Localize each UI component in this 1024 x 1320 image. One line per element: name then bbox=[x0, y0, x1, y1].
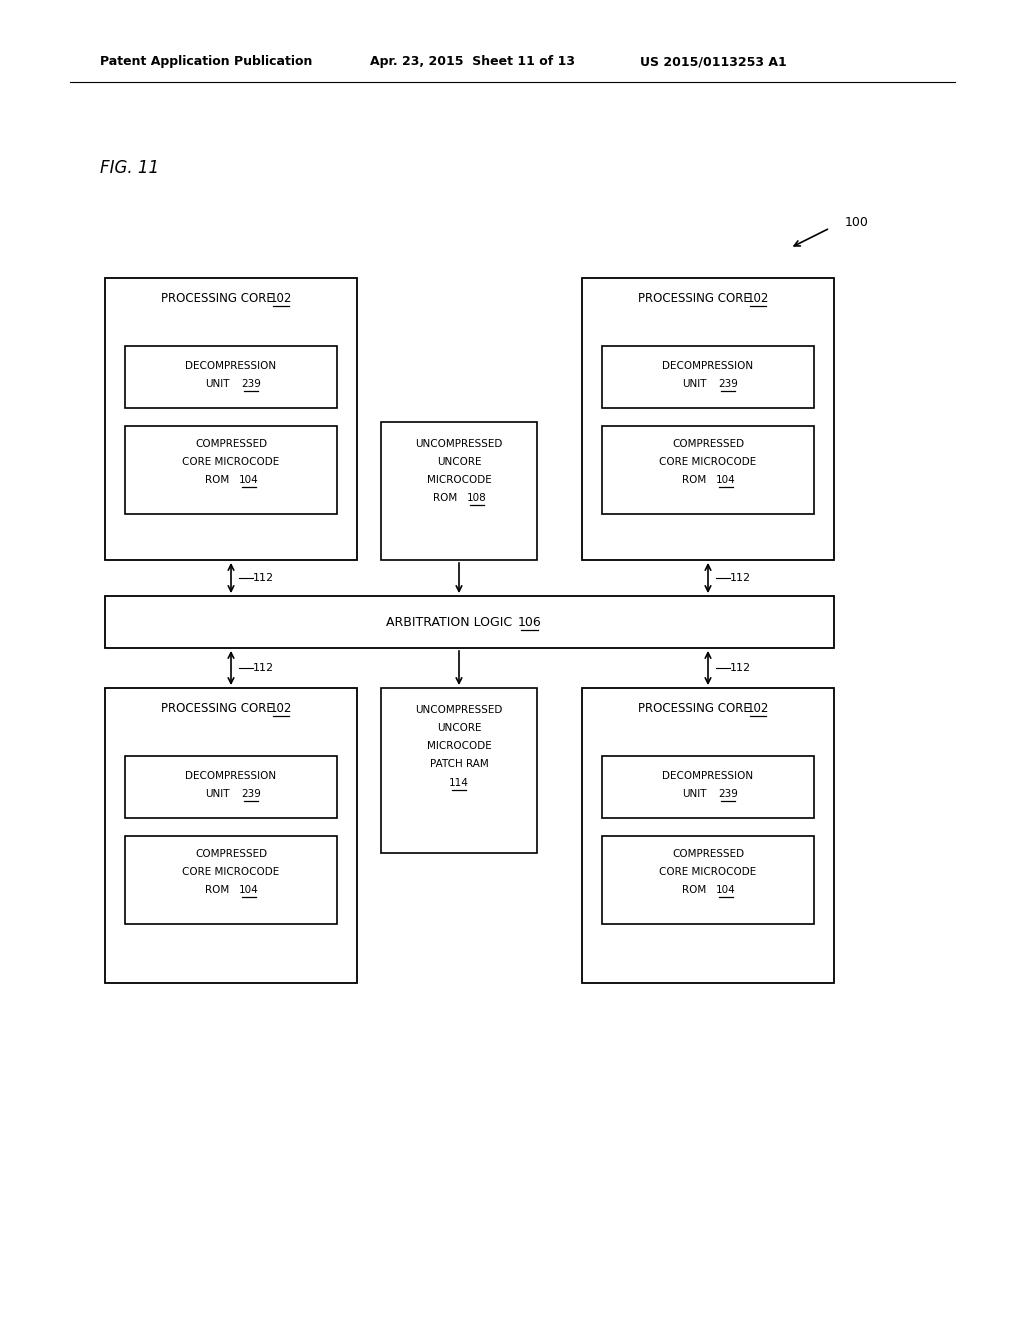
Bar bbox=[125, 836, 337, 924]
Text: ROM: ROM bbox=[205, 884, 229, 895]
Bar bbox=[125, 756, 337, 818]
Text: DECOMPRESSION: DECOMPRESSION bbox=[663, 360, 754, 371]
Bar bbox=[381, 688, 537, 853]
Text: ROM: ROM bbox=[682, 884, 707, 895]
Text: ARBITRATION LOGIC: ARBITRATION LOGIC bbox=[386, 615, 513, 628]
Text: PROCESSING CORE: PROCESSING CORE bbox=[161, 292, 273, 305]
Text: PATCH RAM: PATCH RAM bbox=[430, 759, 488, 770]
Text: 239: 239 bbox=[241, 379, 261, 389]
Text: PROCESSING CORE: PROCESSING CORE bbox=[638, 701, 751, 714]
Text: COMPRESSED: COMPRESSED bbox=[672, 440, 744, 449]
Text: 104: 104 bbox=[240, 475, 259, 484]
Text: CORE MICROCODE: CORE MICROCODE bbox=[659, 457, 757, 467]
Bar bbox=[602, 346, 814, 408]
Text: 108: 108 bbox=[467, 492, 486, 503]
Text: MICROCODE: MICROCODE bbox=[427, 741, 492, 751]
Text: UNIT: UNIT bbox=[682, 789, 707, 799]
Text: DECOMPRESSION: DECOMPRESSION bbox=[185, 771, 276, 781]
Text: 114: 114 bbox=[450, 777, 469, 788]
Text: 104: 104 bbox=[240, 884, 259, 895]
Text: UNIT: UNIT bbox=[205, 789, 229, 799]
Bar bbox=[105, 597, 834, 648]
Bar bbox=[602, 836, 814, 924]
Bar bbox=[582, 688, 834, 983]
Text: Patent Application Publication: Patent Application Publication bbox=[100, 55, 312, 69]
Text: 106: 106 bbox=[517, 615, 542, 628]
Text: 239: 239 bbox=[718, 379, 738, 389]
Text: ROM: ROM bbox=[433, 492, 457, 503]
Text: CORE MICROCODE: CORE MICROCODE bbox=[182, 867, 280, 876]
Text: 102: 102 bbox=[746, 292, 769, 305]
Bar bbox=[582, 279, 834, 560]
Text: 112: 112 bbox=[730, 663, 752, 673]
Text: UNCOMPRESSED: UNCOMPRESSED bbox=[416, 705, 503, 715]
Text: MICROCODE: MICROCODE bbox=[427, 475, 492, 484]
Text: 102: 102 bbox=[269, 292, 292, 305]
Text: DECOMPRESSION: DECOMPRESSION bbox=[663, 771, 754, 781]
Text: 239: 239 bbox=[241, 789, 261, 799]
Text: UNCORE: UNCORE bbox=[437, 723, 481, 733]
Text: 104: 104 bbox=[716, 884, 736, 895]
Text: 239: 239 bbox=[718, 789, 738, 799]
Bar bbox=[602, 756, 814, 818]
Text: UNIT: UNIT bbox=[205, 379, 229, 389]
Text: 102: 102 bbox=[269, 701, 292, 714]
Bar bbox=[105, 279, 357, 560]
Text: 102: 102 bbox=[746, 701, 769, 714]
Text: Apr. 23, 2015  Sheet 11 of 13: Apr. 23, 2015 Sheet 11 of 13 bbox=[370, 55, 575, 69]
Text: UNCOMPRESSED: UNCOMPRESSED bbox=[416, 440, 503, 449]
Text: US 2015/0113253 A1: US 2015/0113253 A1 bbox=[640, 55, 786, 69]
Bar bbox=[125, 426, 337, 513]
Text: COMPRESSED: COMPRESSED bbox=[195, 849, 267, 859]
Text: 112: 112 bbox=[253, 663, 274, 673]
Bar bbox=[125, 346, 337, 408]
Text: 112: 112 bbox=[253, 573, 274, 583]
Text: PROCESSING CORE: PROCESSING CORE bbox=[161, 701, 273, 714]
Text: 100: 100 bbox=[845, 216, 869, 230]
Text: UNCORE: UNCORE bbox=[437, 457, 481, 467]
Text: COMPRESSED: COMPRESSED bbox=[672, 849, 744, 859]
Bar bbox=[381, 422, 537, 560]
Text: PROCESSING CORE: PROCESSING CORE bbox=[638, 292, 751, 305]
Text: COMPRESSED: COMPRESSED bbox=[195, 440, 267, 449]
Bar bbox=[105, 688, 357, 983]
Text: ROM: ROM bbox=[682, 475, 707, 484]
Text: 112: 112 bbox=[730, 573, 752, 583]
Text: UNIT: UNIT bbox=[682, 379, 707, 389]
Text: FIG. 11: FIG. 11 bbox=[100, 158, 159, 177]
Text: CORE MICROCODE: CORE MICROCODE bbox=[182, 457, 280, 467]
Text: 104: 104 bbox=[716, 475, 736, 484]
Bar bbox=[602, 426, 814, 513]
Text: ROM: ROM bbox=[205, 475, 229, 484]
Text: DECOMPRESSION: DECOMPRESSION bbox=[185, 360, 276, 371]
Text: CORE MICROCODE: CORE MICROCODE bbox=[659, 867, 757, 876]
